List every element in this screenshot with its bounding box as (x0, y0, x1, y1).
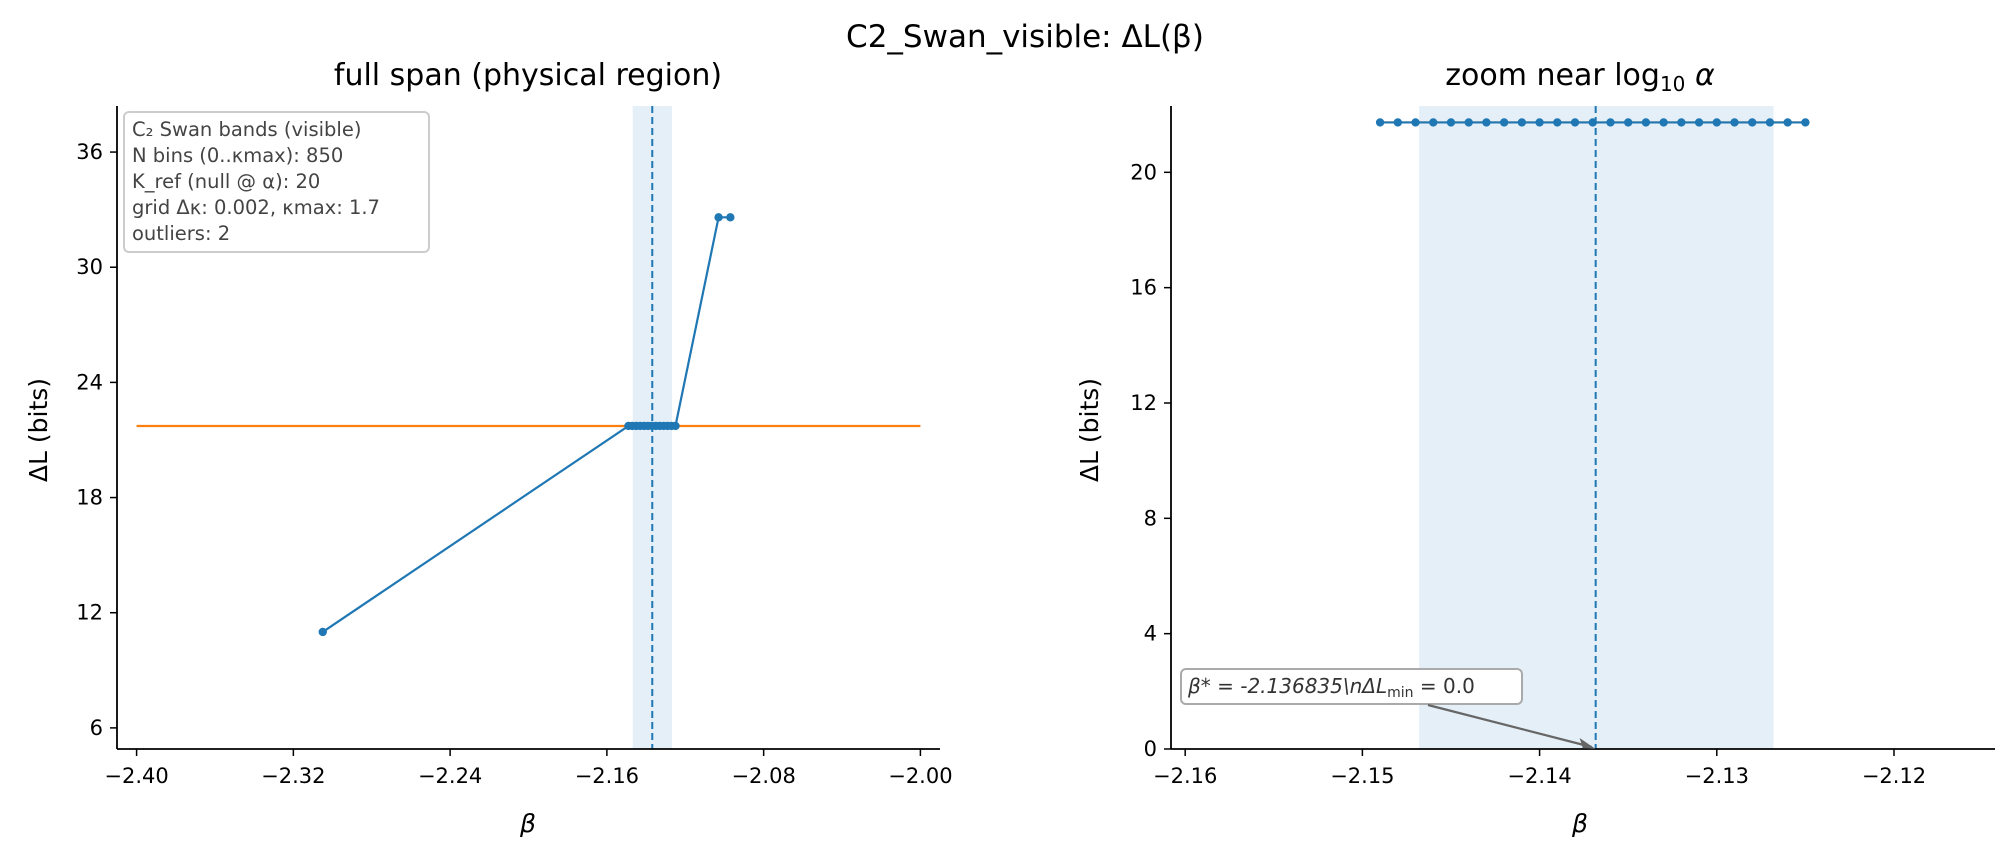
data-point (1623, 118, 1633, 127)
data-point (1553, 118, 1562, 127)
x-tick-label: −2.14 (1507, 764, 1571, 788)
left-series-layer (318, 213, 735, 637)
y-tick-label: 12 (76, 601, 103, 625)
left-y-axis-label: ΔL (bits) (24, 378, 53, 482)
beta-star-annotation: β* = -2.136835\nΔLmin = 0.0 (1180, 668, 1596, 749)
left-panel: full span (physical region) −2.40 −2.32 −2… (24, 58, 953, 838)
right-x-axis-label: β (1571, 809, 1588, 838)
annotation-arrow-shaft (1427, 703, 1592, 749)
x-tick-label: −2.13 (1685, 764, 1749, 788)
y-tick-label: 24 (76, 370, 103, 394)
data-point (1446, 118, 1456, 127)
data-point (1482, 118, 1491, 127)
x-tick-label: −2.16 (575, 764, 639, 788)
y-tick-label: 20 (1130, 160, 1157, 184)
info-line-1: C₂ Swan bands (visible) (132, 118, 361, 141)
data-point (1641, 118, 1651, 127)
data-point (1659, 118, 1668, 127)
x-tick-label: −2.08 (731, 764, 795, 788)
info-line-2: N bins (0..κmax): 850 (132, 144, 343, 167)
data-point (1765, 118, 1775, 127)
data-point (1801, 118, 1810, 127)
data-point (1783, 118, 1792, 127)
right-axes: −2.16 −2.15 −2.14 −2.13 −2.12 0 4 8 12 16 20 (1130, 106, 1995, 788)
x-tick-label: −2.15 (1330, 764, 1394, 788)
left-x-axis-label: β (519, 809, 536, 838)
data-point (1535, 118, 1544, 127)
x-tick-label: −2.24 (418, 764, 482, 788)
annotation-arrow (1427, 703, 1596, 749)
data-point (1411, 118, 1420, 127)
x-tick-label: −2.32 (261, 764, 325, 788)
data-point (1677, 118, 1686, 127)
y-tick-label: 12 (1130, 391, 1157, 415)
data-point (1517, 118, 1527, 127)
annotation-arrow-head (1579, 738, 1596, 749)
annotation-text: β* = -2.136835\nΔLmin = 0.0 (1187, 674, 1475, 701)
data-point (318, 627, 327, 637)
right-series-layer (1375, 118, 1810, 127)
x-tick-label: −2.00 (888, 764, 952, 788)
annotation-box (1180, 668, 1523, 705)
info-box-frame (123, 111, 430, 253)
x-tick-label: −2.40 (104, 764, 168, 788)
y-tick-label: 30 (76, 255, 103, 279)
data-point (1588, 118, 1597, 127)
data-point (1393, 118, 1403, 127)
data-point (1748, 118, 1757, 127)
figure-suptitle: C2_Swan_visible: ΔL(β) (846, 19, 1204, 55)
x-tick-label: −2.12 (1862, 764, 1926, 788)
data-point (1499, 118, 1509, 127)
data-point (714, 213, 723, 222)
right-y-axis-label: ΔL (bits) (1075, 378, 1104, 482)
left-panel-title: full span (physical region) (334, 58, 722, 93)
x-tick-label: −2.16 (1153, 764, 1217, 788)
right-panel-title: zoom near log10 α (1445, 58, 1715, 96)
left-axes: −2.40 −2.32 −2.24 −2.16 −2.08 −2.00 6 12 18 24 30 3… (76, 106, 953, 788)
right-panel: zoom near log10 α −2.16 −2.15 −2.14 −2.13 −2… (1075, 58, 1995, 838)
y-tick-label: 8 (1144, 506, 1157, 530)
data-point (726, 213, 735, 222)
data-point (1694, 118, 1704, 127)
info-line-3: K_ref (null @ α): 20 (132, 170, 320, 193)
info-line-5: outliers: 2 (132, 222, 230, 245)
data-point (1464, 118, 1473, 127)
y-tick-label: 16 (1130, 276, 1157, 300)
data-point (1429, 118, 1438, 127)
y-tick-label: 0 (1144, 737, 1157, 761)
data-point (1606, 118, 1615, 127)
y-tick-label: 36 (76, 140, 103, 164)
data-point (1712, 118, 1721, 127)
y-tick-label: 18 (76, 486, 103, 510)
right-band-layer (1419, 106, 1774, 749)
data-point (1570, 118, 1580, 127)
data-point (1375, 118, 1385, 127)
info-line-4: grid Δκ: 0.002, κmax: 1.7 (132, 196, 380, 219)
y-tick-label: 4 (1144, 622, 1157, 646)
info-box: C₂ Swan bands (visible) N bins (0..κmax)… (123, 111, 430, 253)
data-point (671, 421, 680, 431)
y-tick-label: 6 (90, 716, 103, 740)
data-point (1730, 118, 1739, 127)
